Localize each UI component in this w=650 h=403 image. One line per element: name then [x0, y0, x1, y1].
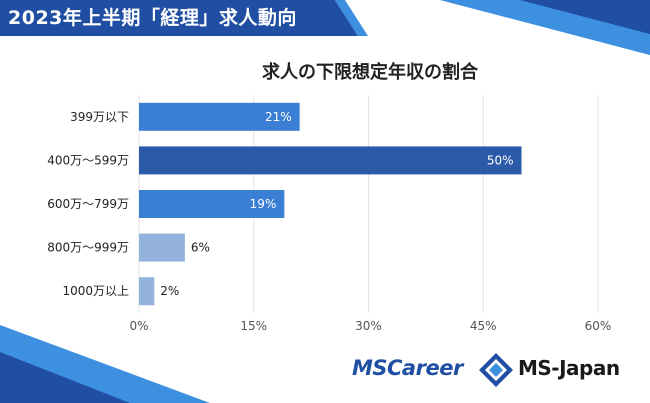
x-tick-label: 0%	[129, 319, 148, 333]
corner-stripe-bottom-left-dark	[0, 352, 130, 403]
data-label: 6%	[191, 241, 210, 255]
x-tick-label: 30%	[355, 319, 382, 333]
chart-plot: 0% 15% 30% 45% 60% 399万以下 21% 400万～599万 50% 600万～…	[47, 95, 611, 333]
data-label: 19%	[250, 197, 277, 211]
bar	[139, 102, 300, 131]
mscareer-logo: MSCareer	[352, 356, 463, 380]
category-label: 399万以下	[70, 110, 129, 124]
bar	[139, 277, 155, 306]
category-label: 400万～599万	[47, 153, 129, 167]
header-banner	[0, 0, 358, 36]
bar	[139, 233, 185, 262]
x-tick-label: 45%	[470, 319, 497, 333]
ms-japan-logo-icon	[479, 353, 513, 387]
bar	[139, 190, 285, 218]
msjapan-logo: MS-Japan	[518, 356, 620, 380]
category-label: 1000万以上	[62, 284, 129, 298]
category-label: 600万～799万	[47, 197, 129, 211]
data-label: 21%	[265, 110, 292, 124]
corner-stripe-top-right-dark	[520, 0, 650, 34]
category-label: 800万～999万	[47, 241, 129, 255]
chart-title: 求人の下限想定年収の割合	[262, 62, 478, 83]
data-label: 50%	[487, 153, 514, 167]
x-tick-label: 15%	[240, 319, 267, 333]
data-label: 2%	[160, 284, 179, 298]
header-title: 2023年上半期「経理」求人動向	[8, 7, 297, 29]
bar	[139, 146, 522, 175]
x-tick-label: 60%	[585, 319, 612, 333]
header-banner-accent	[335, 0, 368, 36]
